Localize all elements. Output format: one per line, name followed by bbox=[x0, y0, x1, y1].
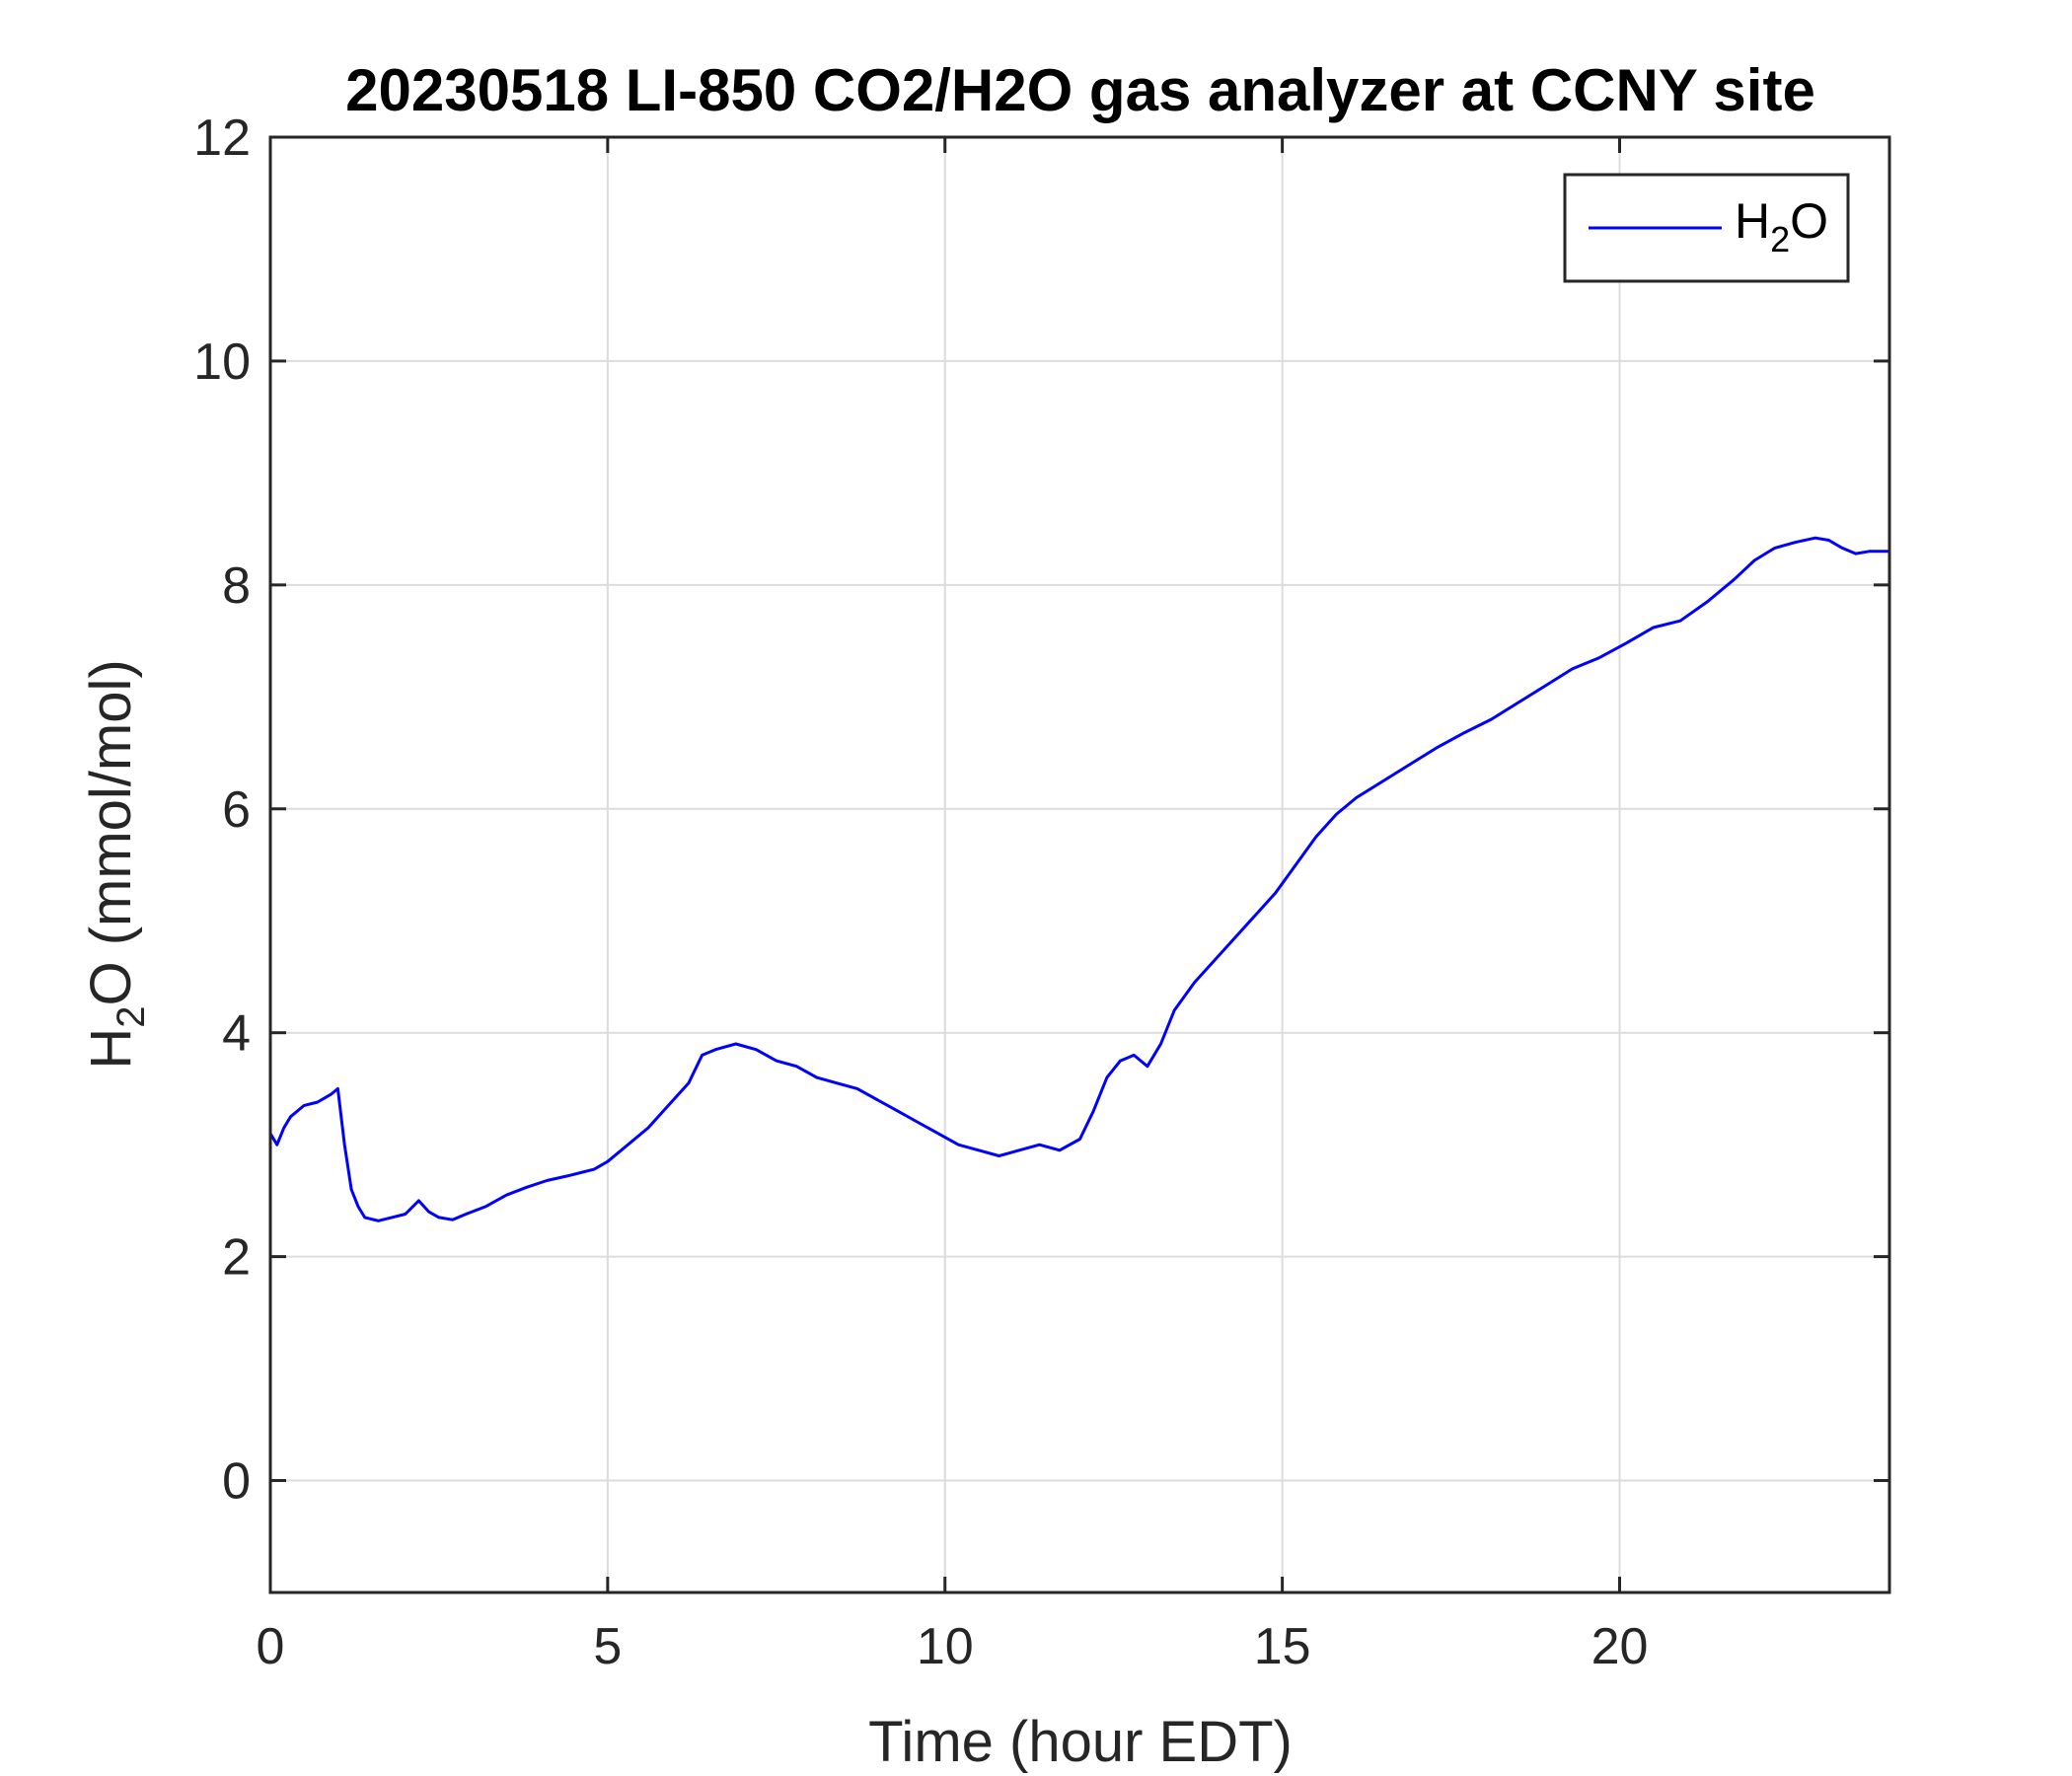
axes-box bbox=[268, 135, 1891, 1594]
x-tick-label: 0 bbox=[257, 1618, 285, 1675]
series-layer bbox=[268, 536, 1889, 1222]
x-tick-label: 10 bbox=[917, 1618, 974, 1675]
chart-title: 20230518 LI-850 CO2/H2O gas analyzer at … bbox=[345, 57, 1815, 123]
y-tick-label: 2 bbox=[222, 1229, 251, 1287]
x-axis-label: Time (hour EDT) bbox=[868, 1710, 1293, 1774]
legend-label-main: H bbox=[1735, 193, 1770, 249]
legend-label-subscript: 2 bbox=[1770, 219, 1790, 259]
legend-label-tail: O bbox=[1790, 193, 1828, 249]
y-tick-label: 0 bbox=[222, 1453, 251, 1511]
svg-text:H2O (mmol/mol): H2O (mmol/mol) bbox=[79, 659, 153, 1069]
grid-layer bbox=[269, 136, 1889, 1592]
x-tick-label: 15 bbox=[1254, 1618, 1311, 1675]
h2o-series-line bbox=[268, 536, 1889, 1222]
x-tick-label: 20 bbox=[1591, 1618, 1649, 1675]
y-axis-label: H2O (mmol/mol) bbox=[79, 659, 153, 1069]
legend-label-h2o: H2O bbox=[1735, 193, 1828, 259]
y-tick-label: 10 bbox=[193, 333, 251, 391]
tick-layer: 0 5 10 15 20 0 2 4 6 8 10 12 bbox=[193, 110, 1889, 1675]
y-axis-label-subscript: 2 bbox=[110, 1006, 153, 1028]
y-axis-label-main: H bbox=[79, 1028, 143, 1070]
y-tick-label: 8 bbox=[222, 557, 251, 615]
y-axis-label-tail: O (mmol/mol) bbox=[79, 659, 143, 1005]
y-tick-label: 6 bbox=[222, 781, 251, 839]
legend: H2O bbox=[1563, 173, 1850, 283]
y-tick-label: 12 bbox=[193, 110, 251, 167]
x-tick-label: 5 bbox=[593, 1618, 622, 1675]
plot-area bbox=[270, 137, 1889, 1592]
y-tick-label: 4 bbox=[222, 1005, 251, 1063]
